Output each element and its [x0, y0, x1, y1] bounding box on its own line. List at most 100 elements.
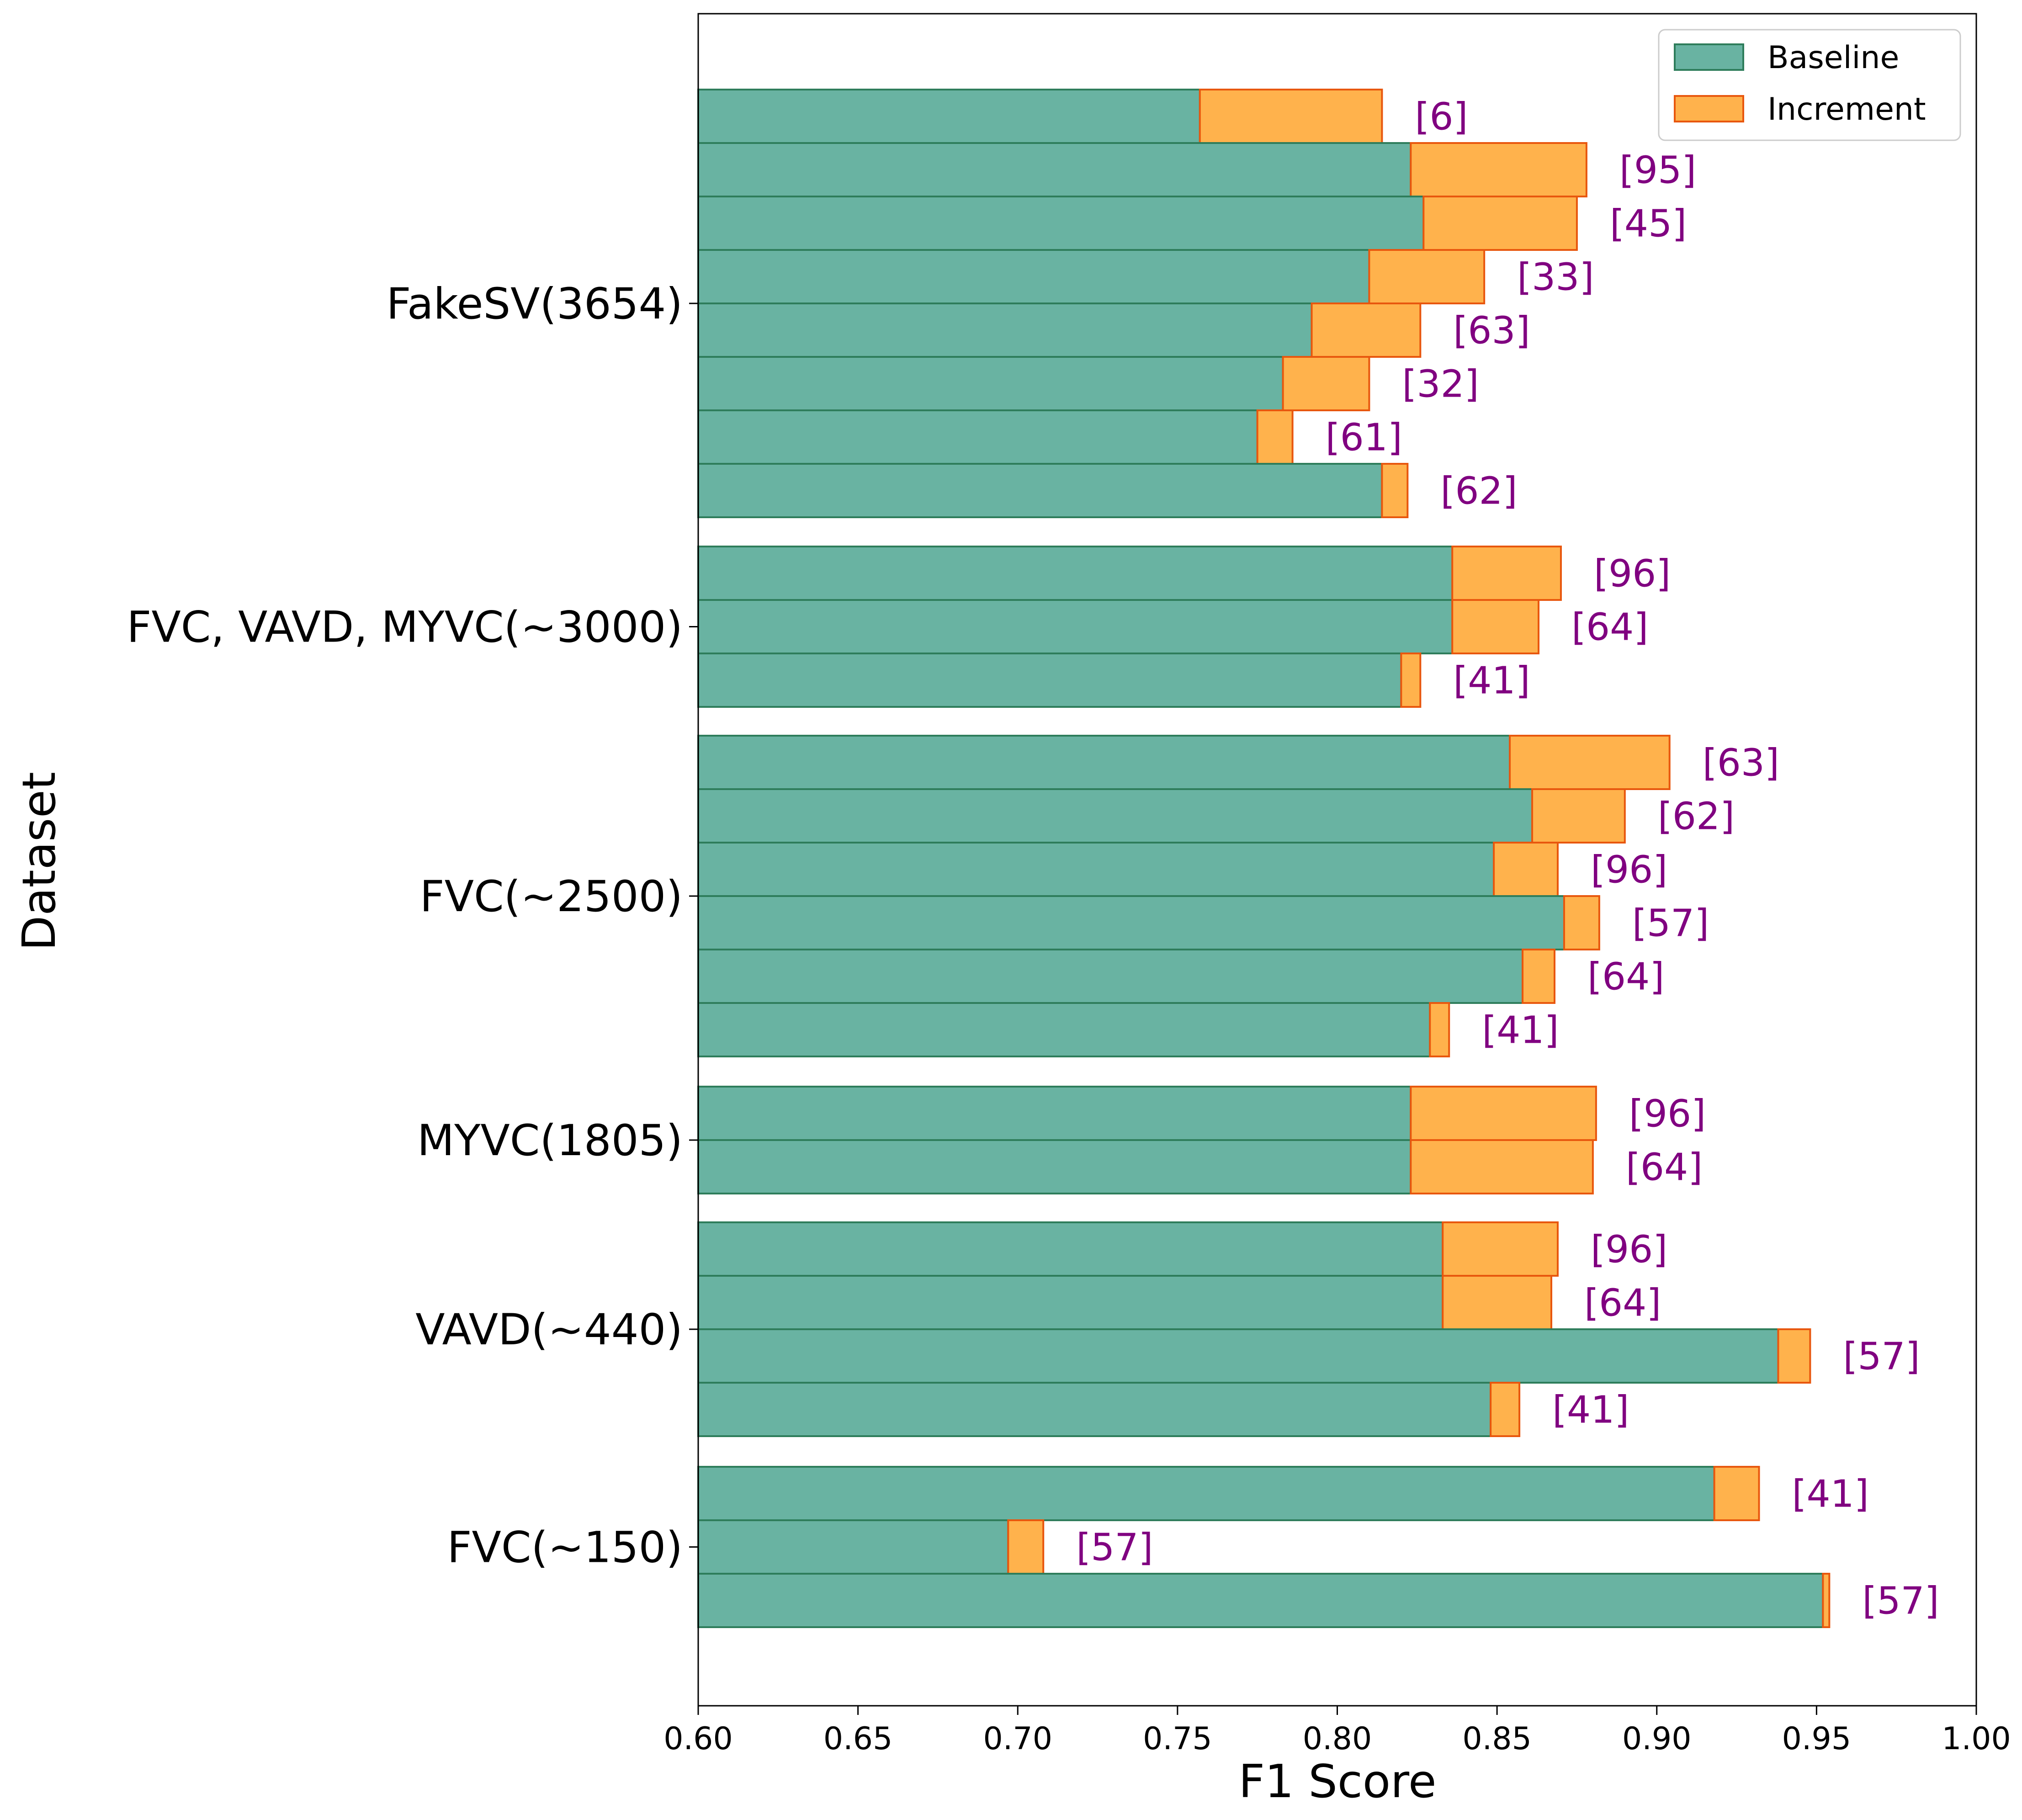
- increment-bar: [1007, 1519, 1045, 1575]
- increment-bar: [1522, 949, 1555, 1004]
- increment-bar: [1368, 249, 1486, 304]
- increment-bar: [1400, 653, 1422, 708]
- ref-label: [64]: [1626, 1146, 1703, 1189]
- baseline-bar: [697, 1139, 1412, 1194]
- increment-bar: [1777, 1328, 1811, 1384]
- ref-label: [96]: [1594, 552, 1671, 596]
- baseline-bar: [697, 1275, 1444, 1330]
- x-tick-label: 0.70: [983, 1721, 1052, 1757]
- ref-label: [57]: [1076, 1526, 1153, 1570]
- baseline-bar: [697, 302, 1313, 358]
- x-tick-label: 0.90: [1622, 1721, 1691, 1757]
- increment-bar: [1429, 1002, 1450, 1057]
- baseline-bar: [697, 356, 1284, 411]
- baseline-bar: [697, 546, 1454, 601]
- ref-label: [57]: [1843, 1335, 1920, 1379]
- legend-label-increment: Increment: [1767, 91, 1926, 127]
- ref-label: [64]: [1584, 1282, 1661, 1325]
- baseline-bar: [697, 949, 1524, 1004]
- axes-layer: FakeSV(3654) FVC, VAVD, MYVC(~3000) FVC(~2…: [127, 279, 2011, 1757]
- increment-bar: [1713, 1466, 1760, 1521]
- increment-bar: [1422, 196, 1578, 251]
- increment-bar: [1410, 1086, 1597, 1141]
- y-tick-label: FVC(~2500): [420, 872, 683, 922]
- ref-label: [62]: [1440, 470, 1517, 513]
- ref-label: [96]: [1629, 1093, 1706, 1136]
- baseline-bar: [697, 89, 1201, 144]
- baseline-bar: [697, 599, 1454, 654]
- baseline-bar: [697, 409, 1258, 465]
- increment-bar: [1493, 842, 1559, 897]
- increment-bar: [1822, 1573, 1831, 1628]
- increment-bar: [1442, 1221, 1559, 1277]
- legend-swatch-baseline: [1674, 43, 1744, 71]
- increment-bar: [1451, 546, 1562, 601]
- baseline-bar: [697, 1382, 1492, 1437]
- ref-label: [41]: [1482, 1009, 1559, 1052]
- y-tick-label: FVC(~150): [447, 1523, 683, 1573]
- y-tick-label: MYVC(1805): [417, 1116, 683, 1166]
- ref-label: [64]: [1571, 606, 1648, 649]
- legend: Baseline Increment: [1658, 29, 1961, 141]
- ref-label: [57]: [1632, 902, 1709, 945]
- ref-label: [63]: [1453, 309, 1530, 353]
- y-tick-label: FakeSV(3654): [387, 279, 683, 329]
- x-tick-label: 0.65: [823, 1721, 892, 1757]
- baseline-bar: [697, 463, 1383, 518]
- baseline-bar: [697, 1221, 1444, 1277]
- x-tick-label: 0.95: [1782, 1721, 1851, 1757]
- ref-label: [96]: [1591, 1228, 1667, 1272]
- baseline-bar: [697, 1328, 1779, 1384]
- legend-swatch-increment: [1674, 95, 1744, 122]
- ref-label: [32]: [1402, 363, 1479, 406]
- ref-label: [45]: [1610, 202, 1687, 246]
- baseline-bar: [697, 1573, 1824, 1628]
- x-axis-title: F1 Score: [1238, 1755, 1436, 1808]
- increment-bar: [1451, 599, 1540, 654]
- baseline-bar: [697, 735, 1511, 790]
- increment-bar: [1381, 463, 1409, 518]
- baseline-bar: [697, 1466, 1715, 1521]
- increment-bar: [1256, 409, 1294, 465]
- x-tick-label: 1.00: [1942, 1721, 2011, 1757]
- increment-bar: [1410, 1139, 1594, 1194]
- ref-label: [41]: [1792, 1473, 1869, 1516]
- x-tick-label: 0.80: [1303, 1721, 1372, 1757]
- baseline-bar: [697, 788, 1534, 844]
- baseline-bar: [697, 1002, 1431, 1057]
- ref-label: [95]: [1619, 149, 1696, 192]
- baseline-bar: [697, 249, 1370, 304]
- baseline-bar: [697, 196, 1425, 251]
- baseline-bar: [697, 1086, 1412, 1141]
- x-tick-label: 0.75: [1143, 1721, 1212, 1757]
- ref-label: [6]: [1415, 96, 1468, 139]
- baseline-bar: [697, 895, 1565, 950]
- increment-bar: [1410, 142, 1587, 197]
- x-tick-label: 0.60: [663, 1721, 732, 1757]
- ref-label: [57]: [1862, 1580, 1939, 1623]
- ref-label: [64]: [1587, 955, 1664, 999]
- x-tick-label: 0.85: [1462, 1721, 1531, 1757]
- y-axis-title: Dataset: [12, 772, 66, 951]
- legend-label-baseline: Baseline: [1767, 40, 1899, 76]
- increment-bar: [1490, 1382, 1521, 1437]
- ref-label: [41]: [1453, 659, 1530, 703]
- y-tick-label: FVC, VAVD, MYVC(~3000): [127, 603, 683, 653]
- increment-bar: [1509, 735, 1671, 790]
- increment-bar: [1563, 895, 1600, 950]
- baseline-bar: [697, 142, 1412, 197]
- y-tick-label: VAVD(~440): [415, 1305, 683, 1355]
- increment-bar: [1442, 1275, 1552, 1330]
- increment-bar: [1282, 356, 1370, 411]
- ref-label: [63]: [1703, 742, 1779, 785]
- ref-label: [62]: [1658, 795, 1735, 838]
- ref-label: [41]: [1552, 1389, 1629, 1432]
- ref-label: [96]: [1591, 849, 1667, 892]
- ref-label: [33]: [1517, 256, 1594, 299]
- increment-bar: [1199, 89, 1383, 144]
- increment-bar: [1531, 788, 1626, 844]
- baseline-bar: [697, 1519, 1009, 1575]
- baseline-bar: [697, 653, 1402, 708]
